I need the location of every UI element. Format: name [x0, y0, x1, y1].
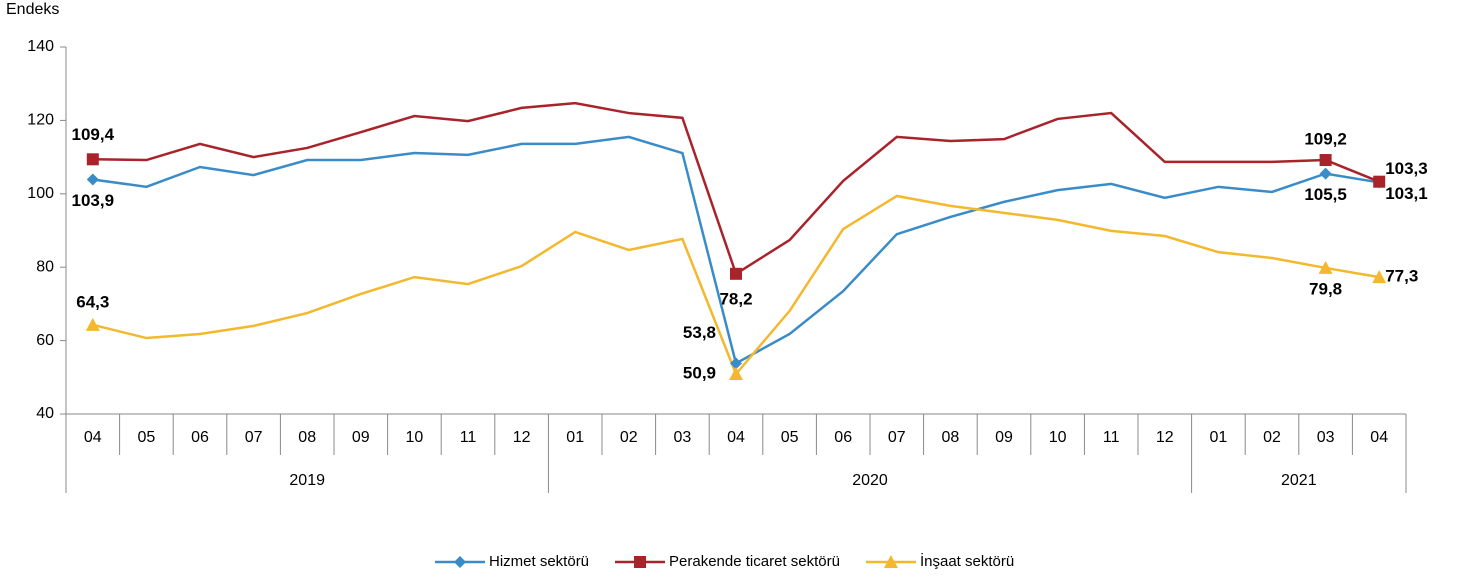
value-label: 103,9	[72, 191, 115, 210]
x-tick-label: 06	[191, 429, 209, 446]
legend-marker	[883, 555, 898, 568]
value-label: 103,3	[1385, 159, 1428, 178]
marker	[730, 267, 742, 280]
value-label: 78,2	[719, 289, 752, 308]
x-tick-label: 06	[834, 429, 852, 446]
x-tick-label: 02	[620, 429, 638, 446]
marker	[730, 357, 742, 370]
y-tick-label: 40	[36, 405, 54, 422]
value-label: 50,9	[683, 363, 716, 382]
legend-marker	[454, 556, 466, 568]
legend-label: Hizmet sektörü	[489, 553, 589, 570]
x-tick-label: 08	[298, 429, 316, 446]
x-tick-label: 04	[727, 429, 745, 446]
x-tick-label: 02	[1263, 429, 1281, 446]
x-tick-label: 09	[995, 429, 1013, 446]
value-label: 109,4	[72, 125, 115, 144]
y-tick-label: 60	[36, 332, 54, 349]
x-tick-label: 11	[1103, 429, 1120, 446]
value-label: 105,5	[1304, 185, 1347, 204]
x-tick-label: 12	[513, 429, 531, 446]
x-tick-label: 01	[1210, 429, 1228, 446]
marker	[1319, 167, 1332, 180]
legend-label: İnşaat sektörü	[920, 552, 1014, 570]
x-tick-label: 08	[942, 429, 960, 446]
x-tick-label: 03	[674, 429, 692, 446]
marker	[1318, 260, 1333, 274]
marker	[86, 173, 99, 186]
y-tick-label: 80	[36, 258, 54, 275]
x-tick-label: 11	[460, 429, 477, 446]
marker	[1373, 175, 1386, 188]
value-label: 79,8	[1309, 279, 1342, 298]
value-label: 64,3	[76, 292, 109, 311]
group-label: 2020	[852, 472, 888, 489]
series-line	[92, 101, 1380, 276]
legend-label: Perakende ticaret sektörü	[669, 553, 840, 570]
x-tick-label: 07	[245, 429, 263, 446]
legend-marker	[634, 556, 647, 568]
group-label: 2019	[289, 472, 325, 489]
x-tick-label: 04	[84, 429, 102, 446]
value-label: 103,1	[1385, 184, 1428, 203]
x-tick-label: 03	[1317, 429, 1335, 446]
x-tick-label: 05	[138, 429, 156, 446]
marker	[729, 366, 743, 380]
series-line	[92, 135, 1380, 366]
x-tick-label: 05	[781, 429, 799, 446]
series-line	[92, 194, 1380, 377]
value-label: 109,2	[1304, 130, 1347, 149]
marker	[1372, 270, 1387, 284]
marker	[85, 317, 100, 331]
x-tick-label: 07	[888, 429, 906, 446]
group-label: 2021	[1281, 472, 1317, 489]
marker	[1319, 154, 1332, 167]
y-axis-label: Endeks	[6, 1, 59, 18]
y-tick-label: 140	[27, 38, 54, 55]
y-tick-label: 100	[27, 185, 54, 202]
x-tick-label: 12	[1156, 429, 1174, 446]
value-label: 53,8	[683, 323, 716, 342]
x-tick-label: 04	[1370, 429, 1388, 446]
x-tick-label: 09	[352, 429, 370, 446]
y-tick-label: 120	[27, 112, 54, 129]
value-label: 77,3	[1385, 267, 1418, 286]
marker	[86, 153, 99, 166]
x-tick-label: 10	[406, 429, 424, 446]
x-tick-label: 10	[1049, 429, 1067, 446]
x-tick-label: 01	[566, 429, 584, 446]
